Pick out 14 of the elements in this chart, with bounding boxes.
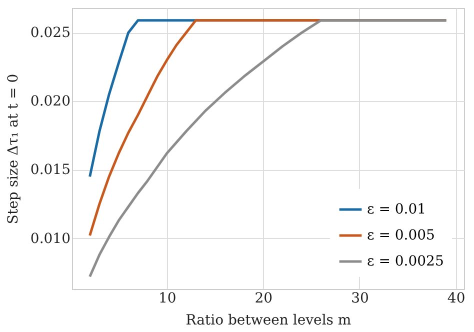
line-series [88,19,448,278]
x-axis-title: Ratio between levels m [186,312,352,328]
y-tick-label: 0.020 [30,94,70,110]
y-axis-title: Step size Δτ₁ at t = 0 [5,74,22,224]
x-tick-label: 40 [447,290,466,306]
x-tick-label: 10 [158,290,176,306]
x-tick-label: 20 [254,290,273,306]
legend-label: ε = 0.0025 [367,254,444,270]
x-tick-label: 30 [351,290,369,306]
y-tick-label: 0.025 [30,25,70,42]
y-tick-label: 0.015 [30,162,70,178]
y-tick-label: 0.010 [30,230,70,247]
legend-label: ε = 0.005 [367,228,435,244]
legend-label: ε = 0.01 [367,202,426,218]
